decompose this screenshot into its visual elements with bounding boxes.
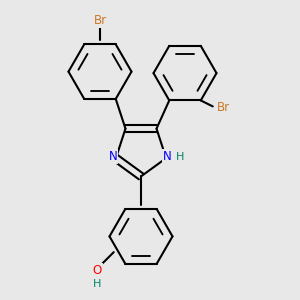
Text: Br: Br: [93, 14, 106, 27]
Text: N: N: [163, 150, 172, 163]
Text: H: H: [93, 279, 101, 289]
Text: Br: Br: [217, 101, 230, 114]
Text: O: O: [93, 264, 102, 277]
Text: N: N: [109, 150, 117, 163]
Text: H: H: [176, 152, 185, 162]
